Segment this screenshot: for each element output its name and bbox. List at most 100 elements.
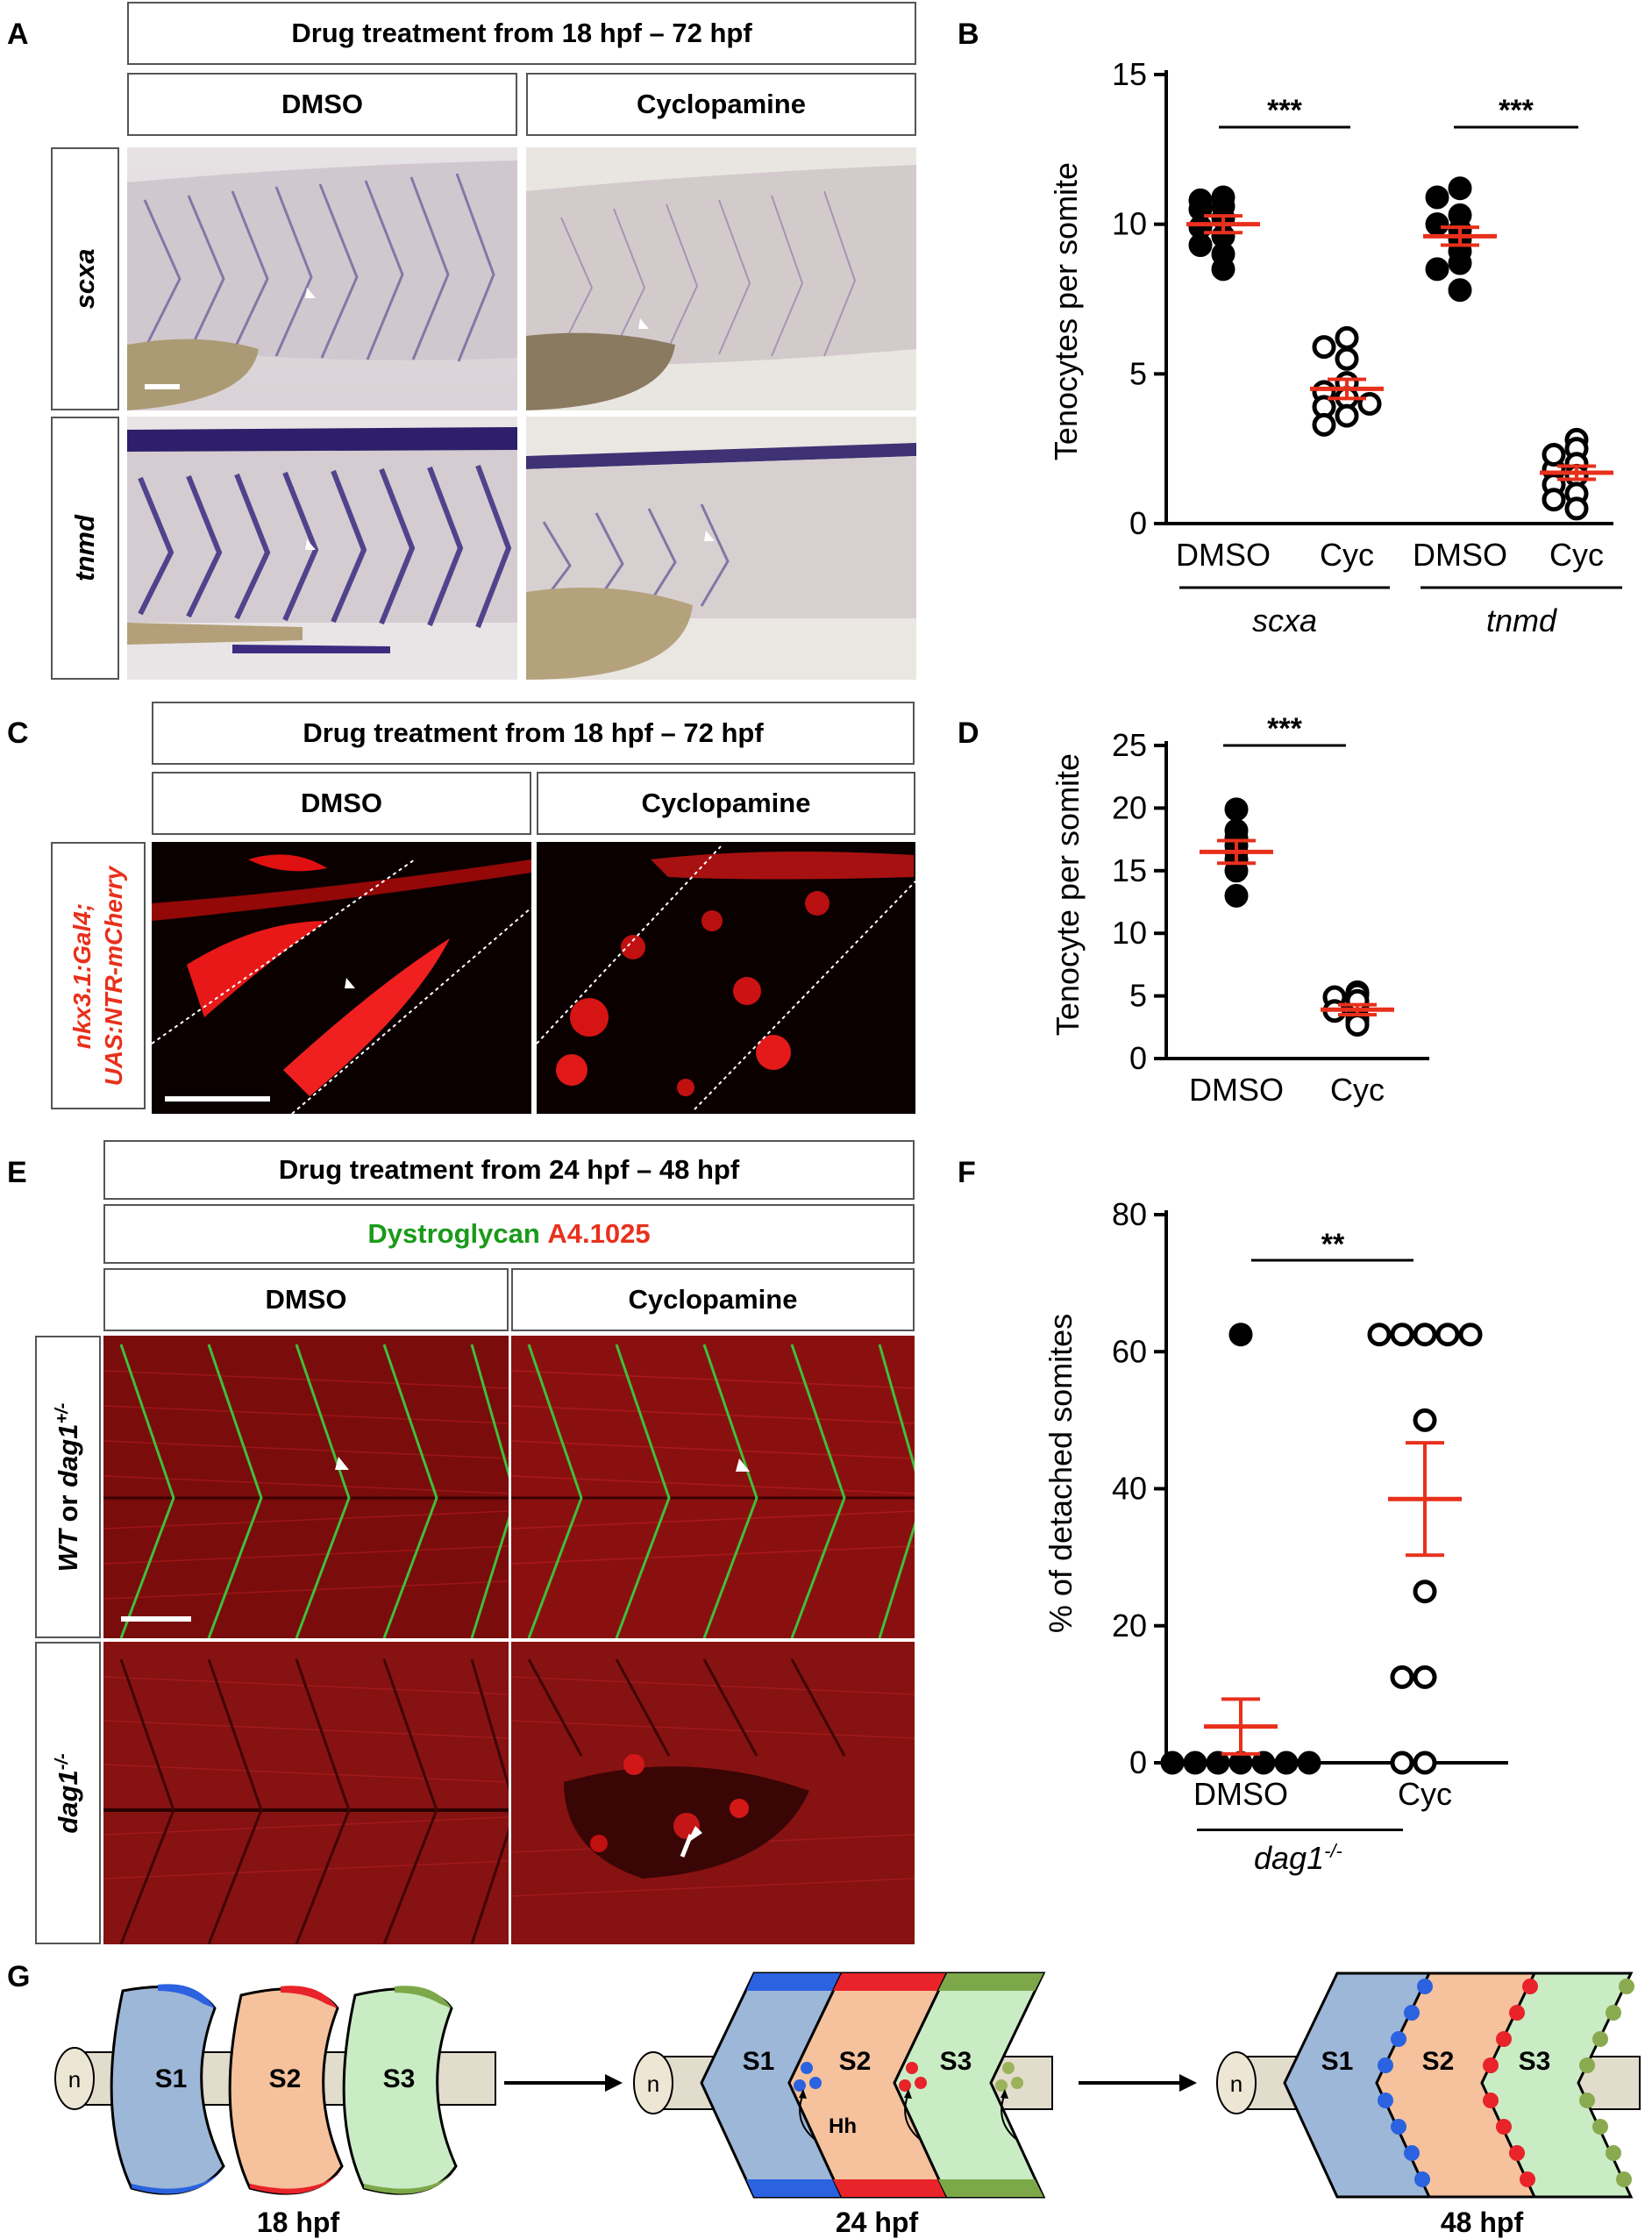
f-ylabel: % of detached somites <box>1043 1314 1079 1633</box>
panel-label-d: D <box>958 717 979 750</box>
panel-a-col-dmso: DMSO <box>127 73 517 136</box>
y-tick-label: 60 <box>1112 1333 1147 1369</box>
panel-a-header: Drug treatment from 18 hpf – 72 hpf <box>127 2 916 65</box>
data-point <box>1335 325 1359 350</box>
notochord-label-3: n <box>1230 2071 1243 2097</box>
panel-c-col-cyclopamine: Cyclopamine <box>537 772 915 835</box>
data-point <box>1312 412 1336 437</box>
y-tick-label: 10 <box>1112 915 1147 951</box>
s2-label-48: S2 <box>1422 2047 1455 2076</box>
s3-label-18: S3 <box>383 2064 416 2093</box>
data-point <box>1160 1751 1185 1775</box>
panel-a-image-tnmd-cyclopamine <box>526 417 916 680</box>
data-point <box>1390 1323 1414 1347</box>
data-point <box>1564 496 1589 521</box>
row-label-c-line1: nkx3.1:Gal4; <box>68 902 96 1049</box>
notochord-label-2: n <box>647 2071 659 2097</box>
panel-label-f: F <box>958 1156 976 1189</box>
data-point <box>1425 257 1449 282</box>
row-label-dag1: dag1-/- <box>52 1752 83 1834</box>
data-point <box>1274 1751 1299 1775</box>
time-24hpf: 24 hpf <box>836 2207 919 2238</box>
d-cat-2: Cyc <box>1330 1072 1385 1108</box>
panel-label-a: A <box>7 18 29 51</box>
s2-label-18: S2 <box>269 2064 302 2093</box>
notochord-label-1: n <box>68 2066 81 2093</box>
b-sig-2: *** <box>1499 94 1534 127</box>
panel-a-row-scxa: scxa <box>51 147 119 410</box>
data-point <box>1335 403 1359 428</box>
data-point <box>1183 1751 1207 1775</box>
s2-label-24: S2 <box>839 2047 872 2076</box>
panel-label-b: B <box>958 18 979 51</box>
data-point <box>1458 1323 1483 1347</box>
data-point <box>1206 1751 1230 1775</box>
panel-e-image-dag1-dmso <box>103 1642 509 1944</box>
data-point <box>1425 212 1449 237</box>
data-point <box>1367 1323 1392 1347</box>
y-tick-label: 40 <box>1112 1471 1147 1507</box>
y-tick-label: 0 <box>1129 1744 1147 1780</box>
panel-e-row-wt: WT or dag1+/- <box>35 1336 101 1638</box>
b-group-tnmd: tnmd <box>1486 603 1557 638</box>
y-tick-label: 10 <box>1112 206 1147 242</box>
b-cat-3: DMSO <box>1413 537 1507 573</box>
data-point <box>1251 1751 1276 1775</box>
d-cat-1: DMSO <box>1189 1072 1284 1108</box>
data-point <box>1413 1323 1437 1347</box>
panel-c-image-cyclopamine <box>537 842 915 1114</box>
panel-a-image-scxa-cyclopamine <box>526 147 916 410</box>
data-point <box>1542 488 1566 512</box>
s1-label-48: S1 <box>1321 2047 1354 2076</box>
panel-a-image-scxa-dmso <box>127 147 517 410</box>
data-point <box>1413 1751 1437 1775</box>
data-point <box>1224 797 1249 822</box>
b-cat-4: Cyc <box>1549 537 1604 573</box>
s3-label-48: S3 <box>1519 2047 1551 2076</box>
panel-c-col-dmso: DMSO <box>152 772 531 835</box>
panel-a-col-cyclopamine: Cyclopamine <box>526 73 916 136</box>
d-ylabel: Tenocyte per somite <box>1050 753 1086 1036</box>
b-cat-2: Cyc <box>1320 537 1374 573</box>
data-point <box>1435 1323 1460 1347</box>
panel-e-header: Drug treatment from 24 hpf – 48 hpf <box>103 1140 915 1200</box>
b-ylabel: Tenocytes per somite <box>1048 162 1084 460</box>
y-tick-label: 15 <box>1112 56 1147 92</box>
time-18hpf: 18 hpf <box>257 2207 340 2238</box>
stage-18hpf: n S1 S2 S3 18 hpf <box>54 1984 496 2238</box>
s1-label-24: S1 <box>743 2047 775 2076</box>
stage-48hpf: n S1 S2 S3 48 hpf <box>1216 1972 1641 2238</box>
data-point <box>1335 346 1359 371</box>
panel-c-header: Drug treatment from 18 hpf – 72 hpf <box>152 702 915 765</box>
s3-label-24: S3 <box>940 2047 972 2076</box>
data-point <box>1228 1751 1253 1775</box>
data-point <box>1224 883 1249 908</box>
row-label-c-line2: UAS:NTR-mCherry <box>100 866 127 1086</box>
stain-a4-1025: A4.1025 <box>547 1218 651 1249</box>
panel-e-image-wt-dmso <box>103 1336 509 1638</box>
y-tick-label: 20 <box>1112 789 1147 825</box>
somite-s3-48hpf <box>1480 1972 1634 2199</box>
b-group-scxa: scxa <box>1252 603 1317 638</box>
panel-e-col-cyclopamine: Cyclopamine <box>511 1268 915 1331</box>
panel-a-row-tnmd: tnmd <box>51 417 119 680</box>
b-cat-1: DMSO <box>1176 537 1271 573</box>
panel-g-diagram: n S1 S2 S3 18 hpf n Hh S1 S2 S3 <box>54 1972 1641 2238</box>
data-point <box>1413 1579 1437 1604</box>
y-tick-label: 0 <box>1129 1040 1147 1076</box>
hh-label: Hh <box>829 2114 857 2138</box>
panel-e-col-dmso: DMSO <box>103 1268 509 1331</box>
panel-a-image-tnmd-dmso <box>127 417 517 680</box>
data-point <box>1390 1751 1414 1775</box>
data-point <box>1542 442 1566 467</box>
data-point <box>1188 188 1213 212</box>
panel-e-image-dag1-cyclopamine <box>511 1642 915 1944</box>
d-sig: *** <box>1267 712 1302 745</box>
y-tick-label: 0 <box>1129 505 1147 541</box>
y-tick-label: 25 <box>1112 727 1147 763</box>
f-sig: ** <box>1321 1228 1345 1261</box>
b-sig-1: *** <box>1267 94 1302 127</box>
data-point <box>1188 233 1213 258</box>
data-point <box>1228 1323 1253 1347</box>
